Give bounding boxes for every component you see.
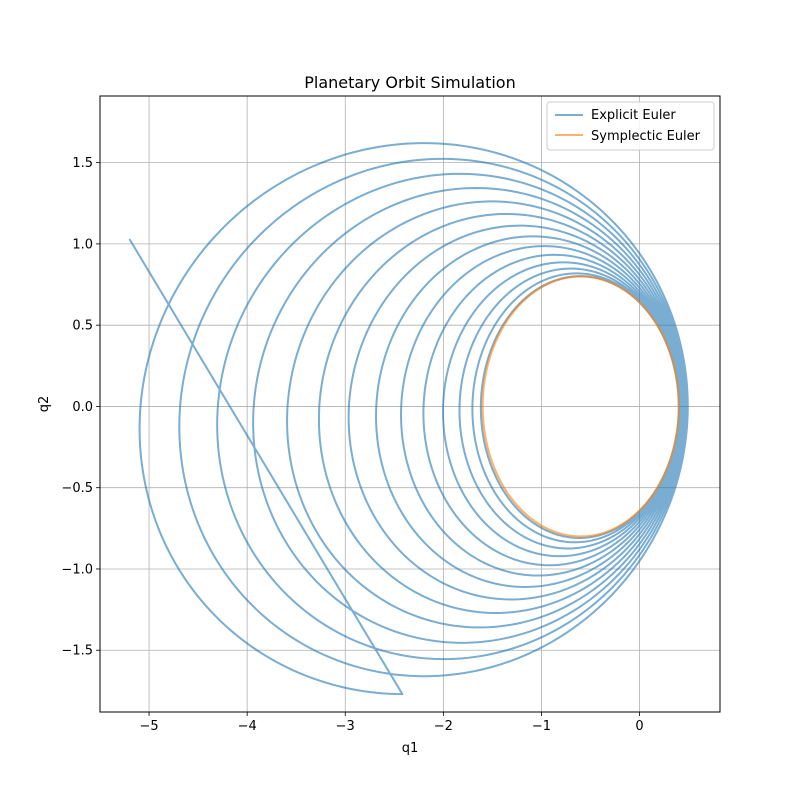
y-tick-label: −0.5	[61, 481, 93, 496]
x-axis-label: q1	[402, 741, 419, 756]
y-axis-label: q2	[37, 396, 52, 413]
series-line-symplectic-euler	[481, 275, 680, 538]
grid-lines	[100, 96, 720, 712]
x-tick-label: −1	[532, 719, 551, 734]
series-lines	[128, 142, 689, 696]
series-line-explicit-euler	[128, 142, 689, 696]
y-tick-label: −1.5	[61, 644, 93, 659]
legend-box	[546, 101, 715, 151]
axis-ticks: −5 −4 −3 −2 −1 0 −1.5 −1.0 −0.5 0.0 0.5 1.0 1.5	[61, 156, 643, 734]
x-tick-label: −2	[434, 719, 453, 734]
x-tick-label: 0	[635, 719, 643, 734]
y-tick-label: 1.5	[72, 156, 93, 171]
legend-label-explicit-euler: Explicit Euler	[591, 108, 676, 123]
y-tick-label: −1.0	[61, 562, 93, 577]
y-tick-label: 1.0	[72, 237, 93, 252]
legend-label-symplectic-euler: Symplectic Euler	[591, 129, 701, 144]
axes-frame	[99, 95, 721, 713]
legend: Explicit Euler Symplectic Euler	[546, 101, 715, 151]
x-tick-label: −3	[336, 719, 355, 734]
y-tick-label: 0.5	[72, 319, 93, 334]
chart-title: Planetary Orbit Simulation	[304, 73, 515, 92]
x-tick-label: −4	[238, 719, 257, 734]
x-tick-label: −5	[139, 719, 158, 734]
y-tick-label: 0.0	[72, 400, 93, 415]
